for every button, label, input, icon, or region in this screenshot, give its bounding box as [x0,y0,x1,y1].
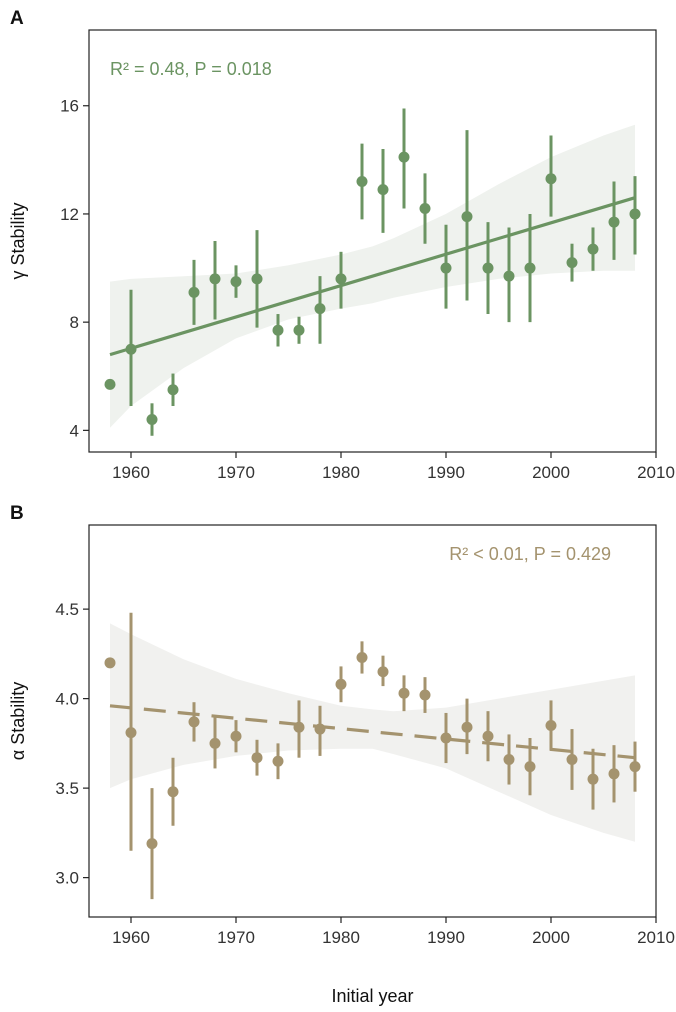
y-axis-title: α Stability [8,682,28,760]
data-point [440,732,452,744]
panel-a: A 1960 1970 1980 1990 2000 2010 4 8 12 16 γ Stabili… [8,8,675,482]
x-tick-label: 2000 [532,463,570,482]
panel-b: B 1960 1970 1980 1990 2000 2010 3.0 3.5 4.0 4.5 α S… [8,503,675,1006]
data-point [524,761,536,773]
data-point [377,184,389,196]
trend-line [109,196,636,357]
x-tick-label: 1990 [427,928,465,947]
y-tick-label: 12 [60,205,79,224]
data-point [566,753,578,765]
data-point [125,343,137,355]
y-tick-label: 16 [60,97,79,116]
data-point [356,651,368,663]
data-point [167,786,179,798]
data-point [608,216,620,228]
data-point [272,324,284,336]
y-tick-label: 4 [70,421,79,440]
data-point [251,752,263,764]
data-point [104,657,116,669]
data-point [461,211,473,223]
stat-annotation: R² < 0.01, P = 0.429 [449,544,611,564]
data-point [461,721,473,733]
x-tick-label: 2010 [637,928,675,947]
stat-annotation: R² = 0.48, P = 0.018 [110,59,272,79]
data-point [398,151,410,163]
data-point [230,276,242,288]
y-tick-label: 3.5 [55,779,79,798]
x-tick-label: 1980 [322,463,360,482]
data-point [188,286,200,298]
data-point [608,768,620,780]
data-point [566,257,578,269]
data-point [587,773,599,785]
data-point [146,838,158,850]
plot-frame [88,524,657,918]
panel-label: B [10,503,24,524]
y-tick-label: 3.0 [55,869,79,888]
y-tick-label: 4.0 [55,690,79,709]
data-point [398,687,410,699]
trend-line [109,704,636,760]
data-point [335,273,347,285]
data-point [440,262,452,274]
data-point [104,378,116,390]
data-point [356,175,368,187]
data-point [419,203,431,215]
data-point [293,721,305,733]
data-point [545,173,557,185]
data-point [482,730,494,742]
data-point [146,414,158,426]
panel-label: A [10,8,24,29]
data-point [167,384,179,396]
data-point [545,719,557,731]
data-point [503,753,515,765]
data-point [419,689,431,701]
data-point [524,262,536,274]
confidence-band [110,623,635,842]
y-axis-title: γ Stability [8,202,28,279]
data-point [272,755,284,767]
data-point [629,761,641,773]
data-point [125,727,137,739]
data-point [230,730,242,742]
data-point [503,270,515,282]
x-tick-label: 1960 [112,463,150,482]
data-point [209,273,221,285]
data-point [587,243,599,255]
plot-frame [88,29,657,453]
x-tick-label: 1960 [112,928,150,947]
y-tick-label: 4.5 [55,600,79,619]
x-tick-label: 2000 [532,928,570,947]
data-point [482,262,494,274]
data-point [314,303,326,315]
x-tick-label: 1970 [217,928,255,947]
x-tick-label: 1980 [322,928,360,947]
data-point [251,273,263,285]
data-point [335,678,347,690]
data-point [188,716,200,728]
data-point [629,208,641,220]
x-tick-label: 1970 [217,463,255,482]
data-point [314,723,326,735]
data-point [293,324,305,336]
x-axis-title: Initial year [331,986,413,1006]
x-tick-label: 1990 [427,463,465,482]
data-point [377,666,389,678]
y-tick-label: 8 [70,313,79,332]
x-tick-label: 2010 [637,463,675,482]
data-point [209,737,221,749]
